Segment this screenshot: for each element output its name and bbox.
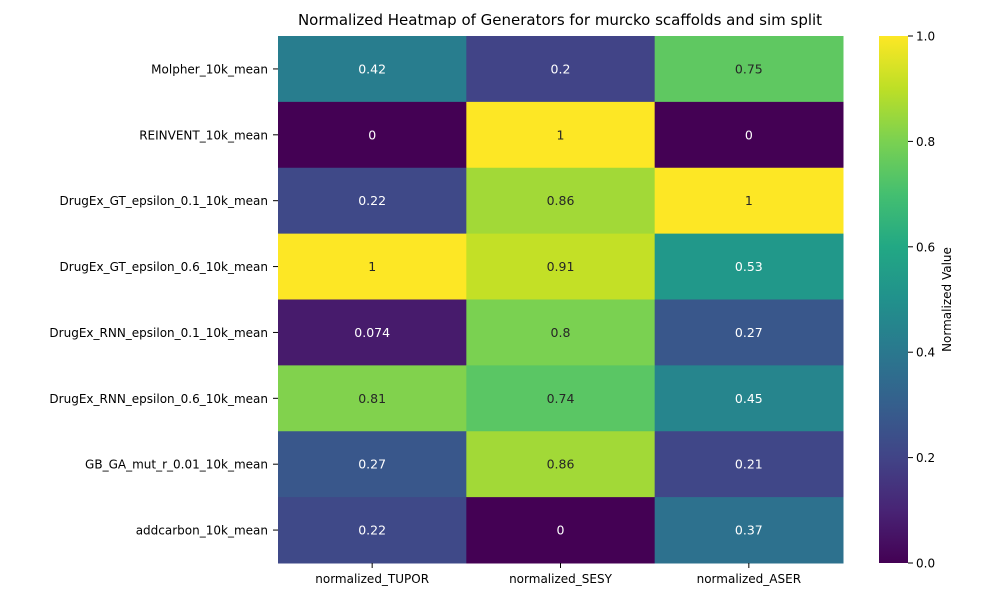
row-label: DrugEx_RNN_epsilon_0.1_10k_mean (49, 326, 268, 340)
row-label: DrugEx_GT_epsilon_0.1_10k_mean (60, 194, 268, 208)
heatmap-cell (466, 36, 656, 103)
heatmap-cell (654, 431, 844, 498)
column-label: normalized_TUPOR (315, 572, 429, 586)
colorbar-tick-label: 0.2 (916, 451, 935, 465)
cell-value-label: 1 (557, 127, 565, 142)
heatmap-cell (278, 299, 467, 366)
cell-value-label: 0 (557, 523, 565, 538)
cell-value-label: 0.81 (358, 391, 386, 406)
cell-value-label: 0.37 (735, 523, 763, 538)
cell-value-label: 0.53 (735, 259, 763, 274)
heatmap-cell (278, 101, 467, 169)
heatmap-cell (654, 365, 844, 432)
column-labels: normalized_TUPOR normalized_SESY normalize… (315, 563, 801, 586)
cell-value-label: 1 (368, 259, 376, 274)
row-label: DrugEx_RNN_epsilon_0.6_10k_mean (49, 392, 268, 406)
cell-value-label: 0.86 (547, 193, 575, 208)
cell-value-label: 0.91 (547, 259, 575, 274)
cell-value-label: 0.27 (735, 325, 763, 340)
heatmap-cell (654, 101, 844, 169)
colorbar-tick-label: 0.0 (916, 557, 935, 571)
cell-value-label: 0.22 (358, 523, 386, 538)
colorbar-tick-label: 0.4 (916, 346, 935, 360)
cell-value-label: 0.2 (551, 61, 571, 76)
heatmap-cell (654, 36, 844, 103)
heatmap-cell (278, 365, 467, 432)
cell-value-label: 0.86 (547, 457, 575, 472)
colorbar: 0.0 0.2 0.4 0.6 0.8 1.0 Normalized Value (879, 30, 954, 571)
colorbar-label: Normalized Value (940, 247, 954, 352)
row-label: Molpher_10k_mean (151, 62, 268, 76)
row-label: GB_GA_mut_r_0.01_10k_mean (85, 458, 268, 472)
colorbar-gradient (879, 36, 908, 563)
cell-value-label: 1 (745, 193, 753, 208)
heatmap-cells: 0.42 0.2 0.75 0 1 0 0.22 0.86 1 1 0.91 0.53 0.074 0.8… (278, 36, 844, 564)
heatmap-cell (466, 497, 656, 564)
heatmap-cell (466, 431, 656, 498)
heatmap-cell (466, 167, 656, 235)
cell-value-label: 0 (745, 127, 753, 142)
cell-value-label: 0 (368, 127, 376, 142)
cell-value-label: 0.21 (735, 457, 763, 472)
cell-value-label: 0.75 (735, 61, 763, 76)
cell-value-label: 0.45 (735, 391, 763, 406)
heatmap-cell (278, 431, 467, 498)
heatmap-cell (466, 299, 656, 366)
column-label: normalized_ASER (697, 572, 801, 586)
row-labels: Molpher_10k_mean REINVENT_10k_mean DrugEx_… (49, 62, 278, 538)
column-label: normalized_SESY (509, 572, 612, 586)
heatmap-cell (278, 36, 467, 103)
cell-value-label: 0.22 (358, 193, 386, 208)
chart-title: Normalized Heatmap of Generators for mur… (298, 11, 822, 29)
heatmap-cell (466, 233, 656, 300)
heatmap-cell (466, 101, 656, 169)
heatmap-cell (278, 497, 467, 564)
heatmap-cell (654, 167, 844, 235)
colorbar-tick-label: 0.6 (916, 240, 935, 254)
cell-value-label: 0.42 (358, 61, 386, 76)
cell-value-label: 0.74 (547, 391, 575, 406)
row-label: REINVENT_10k_mean (139, 128, 268, 142)
cell-value-label: 0.27 (358, 457, 386, 472)
cell-value-label: 0.8 (551, 325, 571, 340)
heatmap-cell (654, 233, 844, 300)
colorbar-tick-label: 1.0 (916, 30, 935, 44)
cell-value-label: 0.074 (354, 325, 390, 340)
row-label: DrugEx_GT_epsilon_0.6_10k_mean (60, 260, 268, 274)
heatmap-cell (466, 365, 656, 432)
heatmap-cell (278, 167, 467, 235)
row-label: addcarbon_10k_mean (136, 524, 268, 538)
heatmap-cell (654, 299, 844, 366)
heatmap-cell (278, 233, 467, 300)
heatmap-cell (654, 497, 844, 564)
colorbar-tick-label: 0.8 (916, 135, 935, 149)
